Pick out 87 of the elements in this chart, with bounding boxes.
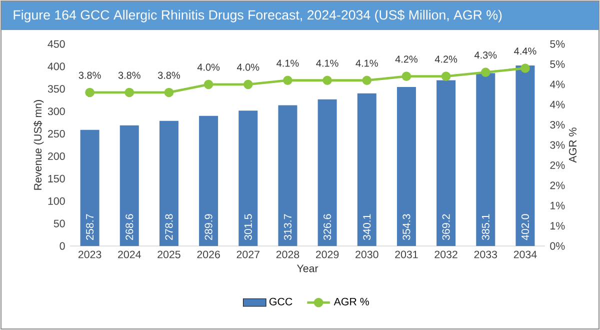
y2-axis-title: AGR % bbox=[568, 128, 577, 163]
data-label: 278.8 bbox=[165, 214, 173, 240]
point bbox=[283, 76, 292, 86]
x-axis-title: Year bbox=[296, 264, 318, 272]
data-label: 385.1 bbox=[482, 214, 490, 240]
y2-tick-label: 2% bbox=[550, 161, 565, 169]
point bbox=[204, 80, 214, 90]
data-label: 4.2% bbox=[395, 56, 418, 63]
bar bbox=[516, 66, 535, 246]
point bbox=[85, 88, 94, 98]
data-label: 4.0% bbox=[197, 64, 220, 71]
data-label: 4.4% bbox=[514, 48, 536, 55]
bar bbox=[476, 73, 496, 246]
y-tick-label: 300 bbox=[48, 108, 65, 116]
bar bbox=[278, 105, 298, 246]
data-label: 4.1% bbox=[276, 60, 299, 67]
data-label: 3.8% bbox=[118, 72, 140, 79]
point bbox=[362, 76, 372, 86]
legend-label: GCC bbox=[269, 298, 292, 306]
point bbox=[441, 72, 451, 81]
point bbox=[480, 68, 490, 77]
data-label: 4.1% bbox=[316, 60, 338, 67]
data-label: 4.3% bbox=[474, 52, 497, 59]
legend-label: AGR % bbox=[334, 298, 369, 306]
data-label: 4.2% bbox=[434, 56, 458, 63]
point bbox=[243, 80, 253, 90]
y2-tick-label: 0% bbox=[550, 242, 565, 250]
data-label: 4.1% bbox=[356, 60, 378, 67]
data-label: 402.0 bbox=[521, 214, 529, 240]
bar bbox=[436, 80, 456, 246]
y2-tick-label: 3% bbox=[550, 141, 565, 149]
y-tick-label: 200 bbox=[48, 152, 65, 160]
x-tick-label: 2034 bbox=[514, 250, 537, 258]
y-tick-label: 350 bbox=[48, 85, 65, 93]
bar bbox=[318, 99, 337, 246]
y-axis-title: Revenue (US$ mn) bbox=[34, 100, 44, 190]
data-label: 289.9 bbox=[204, 214, 212, 240]
bar bbox=[199, 116, 218, 246]
y-tick-label: 50 bbox=[54, 220, 65, 228]
x-tick-label: 2025 bbox=[158, 250, 180, 258]
data-label: 4.0% bbox=[236, 64, 260, 71]
y-tick-label: 250 bbox=[48, 130, 65, 138]
point bbox=[124, 88, 134, 98]
bar bbox=[357, 93, 376, 246]
bar bbox=[80, 130, 100, 246]
data-label: 3.8% bbox=[158, 72, 180, 79]
y-tick-label: 100 bbox=[48, 197, 65, 205]
y2-tick-label: 5% bbox=[550, 40, 565, 48]
y2-tick-label: 1% bbox=[550, 202, 565, 210]
x-tick-label: 2024 bbox=[118, 250, 141, 258]
data-label: 3.8% bbox=[78, 72, 101, 79]
point bbox=[322, 76, 332, 86]
y-tick-label: 150 bbox=[48, 174, 65, 182]
x-tick-label: 2031 bbox=[395, 250, 418, 258]
x-tick-label: 2033 bbox=[474, 250, 498, 258]
data-label: 354.3 bbox=[402, 214, 410, 240]
x-tick-label: 2023 bbox=[78, 250, 102, 258]
data-label: 313.7 bbox=[284, 214, 292, 240]
y2-tick-label: 3% bbox=[550, 121, 565, 129]
bar bbox=[238, 110, 258, 246]
y2-tick-label: 4% bbox=[550, 100, 565, 108]
data-label: 268.6 bbox=[126, 214, 134, 240]
x-tick-label: 2029 bbox=[316, 250, 339, 258]
point bbox=[520, 64, 530, 73]
chart-title: Figure 164 GCC Allergic Rhinitis Drugs Forecast, 2024-2034 (US$ Million, AGR %) bbox=[14, 10, 502, 22]
data-label: 326.6 bbox=[324, 214, 332, 240]
data-label: 340.1 bbox=[363, 214, 371, 240]
point bbox=[402, 72, 412, 81]
x-tick-label: 2032 bbox=[434, 250, 458, 258]
data-label: 258.7 bbox=[86, 214, 94, 240]
bar bbox=[159, 120, 178, 246]
bar bbox=[120, 125, 139, 246]
x-tick-label: 2030 bbox=[356, 250, 378, 258]
y2-tick-label: 1% bbox=[550, 222, 565, 230]
x-tick-label: 2028 bbox=[276, 250, 300, 258]
x-tick-label: 2026 bbox=[197, 250, 220, 258]
y2-tick-label: 4% bbox=[550, 80, 565, 88]
y2-tick-label: 2% bbox=[550, 182, 565, 190]
y-tick-label: 0 bbox=[60, 242, 65, 250]
bar bbox=[396, 86, 416, 246]
y-tick-label: 450 bbox=[48, 40, 65, 48]
point bbox=[164, 88, 174, 98]
y-tick-label: 400 bbox=[48, 62, 65, 70]
data-label: 301.5 bbox=[244, 214, 252, 240]
x-tick-label: 2027 bbox=[236, 250, 260, 258]
data-label: 369.2 bbox=[442, 214, 450, 240]
y2-tick-label: 5% bbox=[550, 60, 565, 68]
